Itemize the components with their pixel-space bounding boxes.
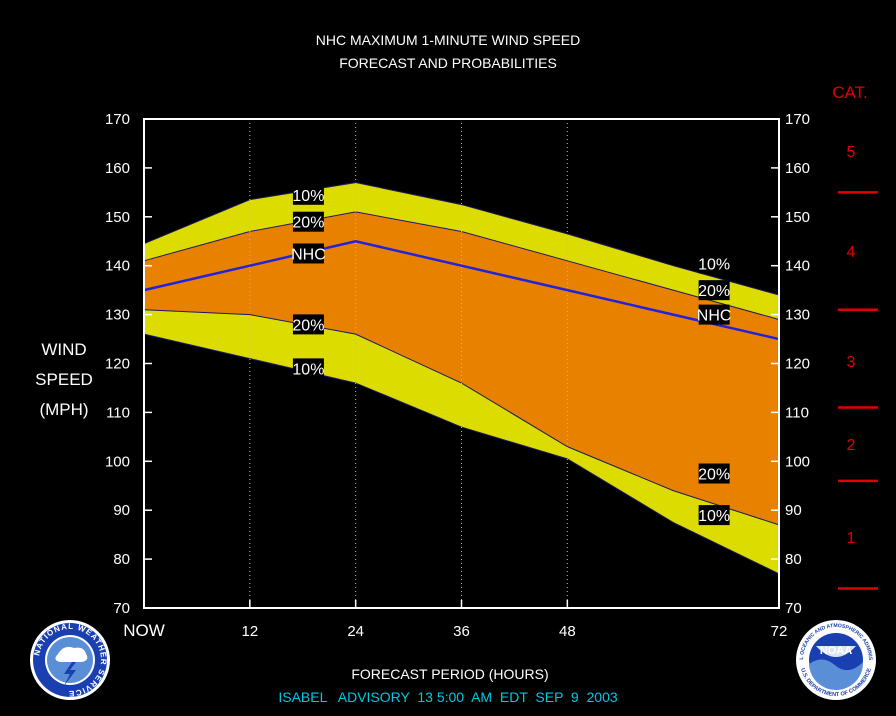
category-title: CAT. [832,83,868,102]
y-tick-label-right: 160 [785,160,810,177]
y-tick-label-right: 120 [785,356,810,373]
noaa-logo-center-text: NOAA [820,645,852,657]
series-label: 20% [292,211,324,232]
advisory-footer: ISABEL ADVISORY 13 5:00 AM EDT SEP 9 200… [278,689,618,705]
y-tick-label-right: 70 [785,600,802,617]
x-tick-label: 24 [347,623,364,640]
y-tick-label-right: 80 [785,551,802,568]
category-scale: CAT. 5 4 3 2 1 [832,83,878,590]
series-label: NHC [697,304,732,325]
y-tick-label-right: 110 [785,404,809,421]
category-label: 3 [847,354,856,371]
y-tick-label-left: 80 [113,551,130,568]
y-tick-label-left: 110 [106,404,130,421]
series-label-box [698,505,730,526]
band-20-percent [144,211,779,525]
category-label: 2 [847,437,856,454]
series-label-text: 10% [698,256,730,273]
series-label: 20% [292,314,324,335]
y-tick-label-left: 170 [105,111,130,128]
series-label: 10% [292,184,324,205]
y-tick-label-left: 140 [105,258,130,275]
series-label-box [292,211,324,232]
y-tick-label-right: 90 [785,502,802,519]
chart-subtitle: FORECAST AND PROBABILITIES [339,55,557,71]
noaa-logo: NOAA NATIONAL OCEANIC AND ATMOSPHERIC AD… [796,620,876,700]
series-label-text: NHC [291,246,326,263]
series-label-text: 10% [292,188,324,205]
series-label: 10% [698,253,730,274]
series-label-box [292,243,324,264]
x-tick-label: 36 [453,623,470,640]
y-tick-label-left: 130 [105,307,130,324]
y-axis-label-line-1: WIND [41,340,86,359]
y-tick-label-right: 170 [785,111,810,128]
y-tick-label-left: 120 [105,356,130,373]
series-label-box [698,304,730,325]
y-tick-label-left: 150 [105,209,130,226]
series-label-text: NHC [697,308,732,325]
series-label-box [292,314,324,335]
series-label-text: 10% [698,508,730,525]
y-tick-label-right: 150 [785,209,810,226]
series-label-box [698,463,730,484]
series-label-text: 20% [698,467,730,484]
plot-area: 10% 20% NHC 20% 10% 10% 20% NHC 20% 10% [143,119,780,608]
y-axis-label-line-3: (MPH) [39,400,88,419]
y-tick-label-left: 160 [105,160,130,177]
series-label: 10% [698,505,730,525]
y-axis-label-line-2: SPEED [35,370,93,389]
chart-title: NHC MAXIMUM 1-MINUTE WIND SPEED [316,32,580,48]
y-tick-label-right: 130 [785,307,810,324]
series-label-box [292,358,324,379]
series-label-text: 20% [292,317,324,334]
series-label-box [292,184,324,205]
series-label: 20% [698,463,730,484]
y-tick-label-left: 100 [105,453,130,470]
series-label-text: 20% [292,215,324,232]
category-label: 5 [847,144,856,161]
series-label: NHC [291,243,326,264]
series-line-nhc [143,239,780,341]
y-tick-label-left: 70 [113,600,130,617]
axes: 70 70 80 80 90 90 100 100 110 110 120 120 130 130 140 1… [105,111,810,640]
series-label: 20% [698,280,730,301]
series-label-text: 20% [698,283,730,300]
series-label-text: 10% [292,361,324,378]
x-tick-label: 72 [771,623,788,640]
y-tick-label-right: 140 [785,258,810,275]
series-label-box [698,280,730,301]
x-tick-label: 48 [559,623,576,640]
y-tick-label-left: 90 [113,502,130,519]
nws-logo: NATIONAL WEATHER SERVICE [30,620,110,700]
x-tick-label: 12 [241,623,258,640]
category-label: 4 [847,244,856,261]
x-tick-label: NOW [123,621,165,640]
category-label: 1 [847,530,856,547]
y-tick-label-right: 100 [785,453,810,470]
series-label-box [698,253,730,274]
x-axis-label: FORECAST PERIOD (HOURS) [351,666,548,682]
series-label: 10% [292,358,324,379]
